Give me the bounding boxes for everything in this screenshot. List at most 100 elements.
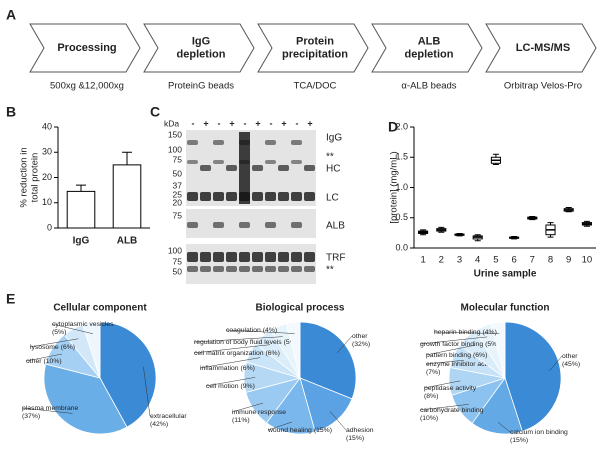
panel-label: D [388,119,398,135]
workflow-step [29,23,141,73]
x-tick-label: 10 [582,255,593,266]
gel-band [187,160,198,164]
pie-label-name: adhesion [346,427,374,434]
gel-band [265,192,276,201]
pie-label: inflammation (6%) [200,365,255,372]
pie-label: lysosome (6%) [30,344,75,351]
leader-line [21,407,73,414]
lane-sign: - [270,118,273,128]
gel-band [187,192,198,201]
pie-label: carbohydrate binding (10%) [420,407,484,422]
gel-band [304,165,315,171]
pie-label-value: (5%) [52,329,66,336]
x-tick-label: 8 [548,255,553,266]
lane-sign: + [229,118,234,128]
pie-label: cell matrix organization (6%) [194,350,280,357]
workflow-step [257,23,369,73]
pie-label: other (32%) [352,333,370,348]
step-title: depletion [177,48,226,60]
workflow-step [371,23,483,73]
pie-label-name: cell motion [206,383,239,390]
pie-label: heparin binding (4%) [434,329,497,336]
y-tick-label: 2.0 [395,121,408,131]
pie-label: growth factor binding (5%) [420,341,499,348]
x-tick-label: IgG [73,236,90,247]
gel-band [252,266,263,272]
pie-slice [471,377,523,435]
lane-sign: + [281,118,286,128]
panel-label: C [150,104,160,120]
leader-line [225,329,295,334]
gel-band [213,192,224,201]
pie-label: peptidase activity (8%) [424,385,477,400]
x-tick-label: 6 [511,255,516,266]
pie-label-value: (11%) [232,417,250,424]
pie-label-value: (10%) [44,358,62,365]
pie-label-name: growth factor binding [420,341,483,348]
gel-band [291,140,302,145]
step-method: TCA/DOC [294,81,337,92]
pie-label-name: immune response [232,409,286,416]
gel-band [213,252,224,262]
y-axis-label: [protein] (mg/mL) [389,151,400,223]
leader-line [425,359,464,365]
pie-slice [82,321,101,379]
gel-band [213,222,224,228]
leader-line [193,344,271,354]
pie-label: adhesion (15%) [346,427,374,442]
x-tick-label: 2 [439,255,444,266]
y-tick-label: 0.0 [395,242,408,252]
gel-band [239,252,250,262]
lane-sign: - [296,118,299,128]
pie-label: pattern binding (6%) [426,352,487,359]
x-tick-label: 7 [530,255,535,266]
pie-slice [285,321,301,379]
pie-label-value: (15%) [346,435,364,442]
y-tick-label: 40 [42,121,52,131]
gel-band [252,252,263,262]
lane-sign: - [244,118,247,128]
pie-label-name: extracellular [150,413,187,420]
error-bar [122,151,132,165]
gel-band [200,192,211,201]
y-tick-label: 0.5 [395,212,408,222]
gel-band [200,165,211,171]
leader-line [419,404,469,411]
y-axis-label: total protein [30,153,41,203]
gel-band [265,252,276,262]
band-label: IgG [326,133,342,144]
leader-line [549,355,563,372]
gel-band [291,252,302,262]
step-title: IgG [192,35,210,47]
gel-band [200,266,211,272]
marker-label: 75 [173,210,183,220]
gel-band [252,192,263,201]
marker-label: 75 [173,256,183,266]
leader-line [143,366,151,417]
step-method: ProteinG beads [168,81,234,92]
bar [112,164,142,229]
step-title: precipitation [282,48,348,60]
pie-label-value: (15%) [314,427,332,434]
pie-label-name: cell matrix organization [194,350,264,357]
gel-band [278,192,289,201]
gel-band [291,192,302,201]
gel-band [226,252,237,262]
band-label: ** [326,152,334,163]
pie-label-name: calcium ion binding [510,429,568,436]
x-tick-label: 3 [457,255,462,266]
pie-label-value: (37%) [22,413,40,420]
pie-label-name: pattern binding [426,352,471,359]
gel-band [226,165,237,171]
x-tick-label: 4 [475,255,480,266]
x-axis-label: Urine sample [474,269,537,280]
bar [66,190,96,229]
pie-label-name: peptidase activity [424,385,477,392]
step-title: Processing [57,42,116,54]
gel-band [278,266,289,272]
pie-label-value: (5%) [485,341,499,348]
gel-band [265,140,276,145]
pie-label-name: wound healing [267,427,312,434]
marker-label: 75 [173,154,183,164]
